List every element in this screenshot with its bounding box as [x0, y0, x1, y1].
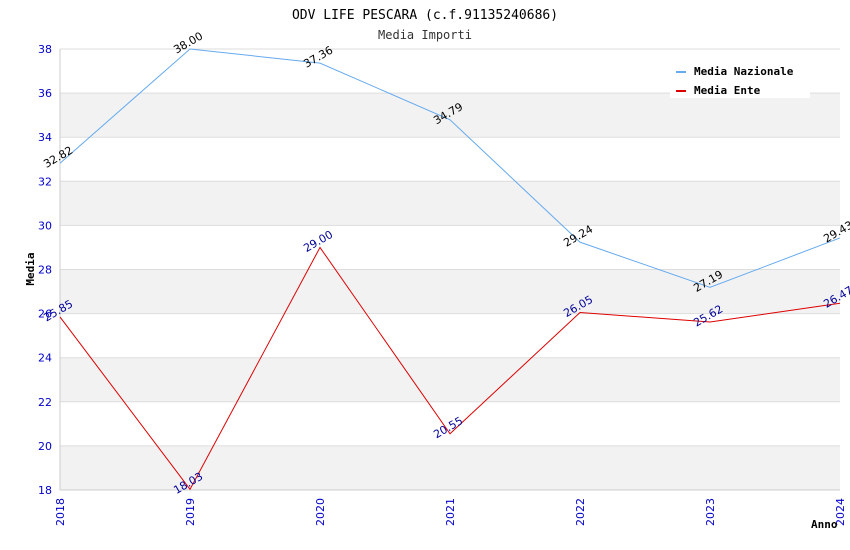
y-tick-label: 34	[38, 131, 52, 144]
grid-band	[60, 181, 840, 226]
grid-bands	[60, 93, 840, 490]
y-tick-label: 30	[38, 219, 52, 232]
legend: Media Nazionale Media Ente	[670, 60, 810, 98]
data-label: 20.55	[431, 414, 465, 441]
y-axis-label: Media	[24, 252, 37, 285]
y-tick-label: 38	[38, 43, 52, 56]
y-tick-label: 20	[38, 440, 52, 453]
x-tick-label: 2018	[54, 498, 67, 526]
y-tick-label: 26	[38, 308, 52, 321]
data-label: 25.85	[41, 297, 75, 324]
grid-band	[60, 269, 840, 314]
y-tick-label: 28	[38, 264, 52, 277]
x-tick-label: 2024	[834, 498, 847, 526]
chart-subtitle: Media Importi	[378, 28, 472, 42]
x-axis-label: Anno	[811, 518, 838, 531]
series-line-ente	[59, 246, 841, 491]
y-tick-label: 32	[38, 175, 52, 188]
grid-band	[60, 357, 840, 402]
y-tick-label: 18	[38, 484, 52, 497]
grid-band	[60, 445, 840, 490]
chart-title: ODV LIFE PESCARA (c.f.91135240686)	[292, 8, 558, 23]
data-label: 32.82	[41, 144, 75, 171]
x-tick-labels: 2018 2019 2020 2021 2022 2023 2024	[54, 498, 847, 526]
series-line-nazionale	[59, 48, 841, 288]
x-tick-label: 2020	[314, 498, 327, 526]
x-tick-label: 2022	[574, 498, 587, 526]
grid-lines	[60, 48, 840, 491]
x-tick-label: 2021	[444, 498, 457, 526]
x-tick-label: 2023	[704, 498, 717, 526]
y-tick-label: 22	[38, 396, 52, 409]
data-label: 37.36	[301, 44, 335, 71]
y-tick-label: 36	[38, 87, 52, 100]
data-label: 38.00	[171, 29, 205, 56]
legend-box	[670, 60, 810, 98]
grid-band	[60, 93, 840, 138]
x-tick-label: 2019	[184, 498, 197, 526]
series-lines	[59, 48, 841, 491]
y-tick-label: 24	[38, 352, 52, 365]
y-tick-labels: 18 20 22 24 26 28 30 32 34 36 38	[38, 43, 52, 497]
legend-label-ente: Media Ente	[694, 84, 761, 97]
legend-label-nazionale: Media Nazionale	[694, 65, 794, 78]
